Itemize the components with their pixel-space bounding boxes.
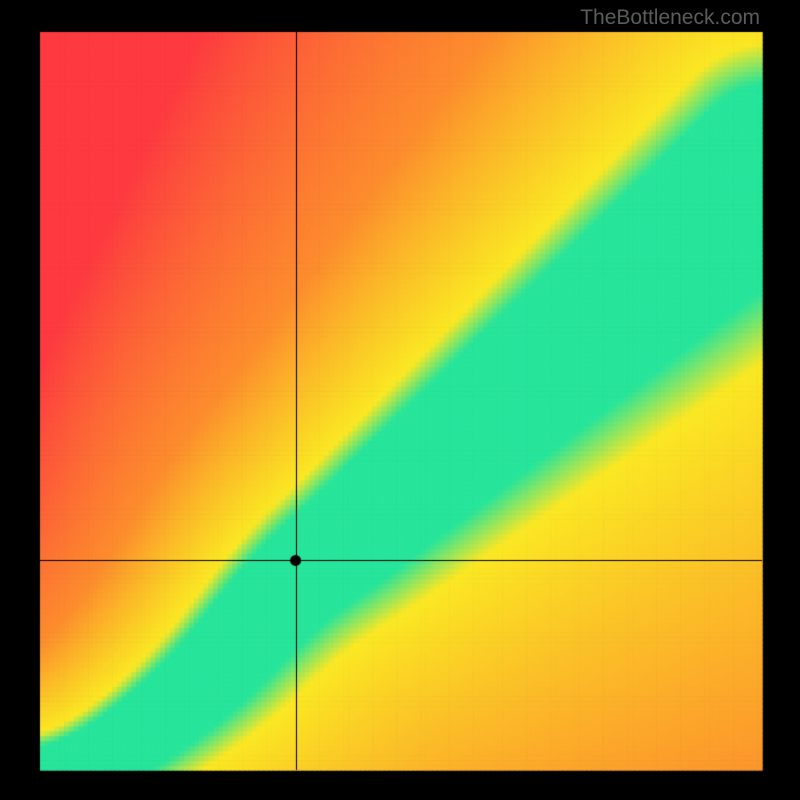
chart-container: TheBottleneck.com — [0, 0, 800, 800]
watermark-text: TheBottleneck.com — [580, 6, 760, 30]
heatmap-canvas — [0, 0, 800, 800]
